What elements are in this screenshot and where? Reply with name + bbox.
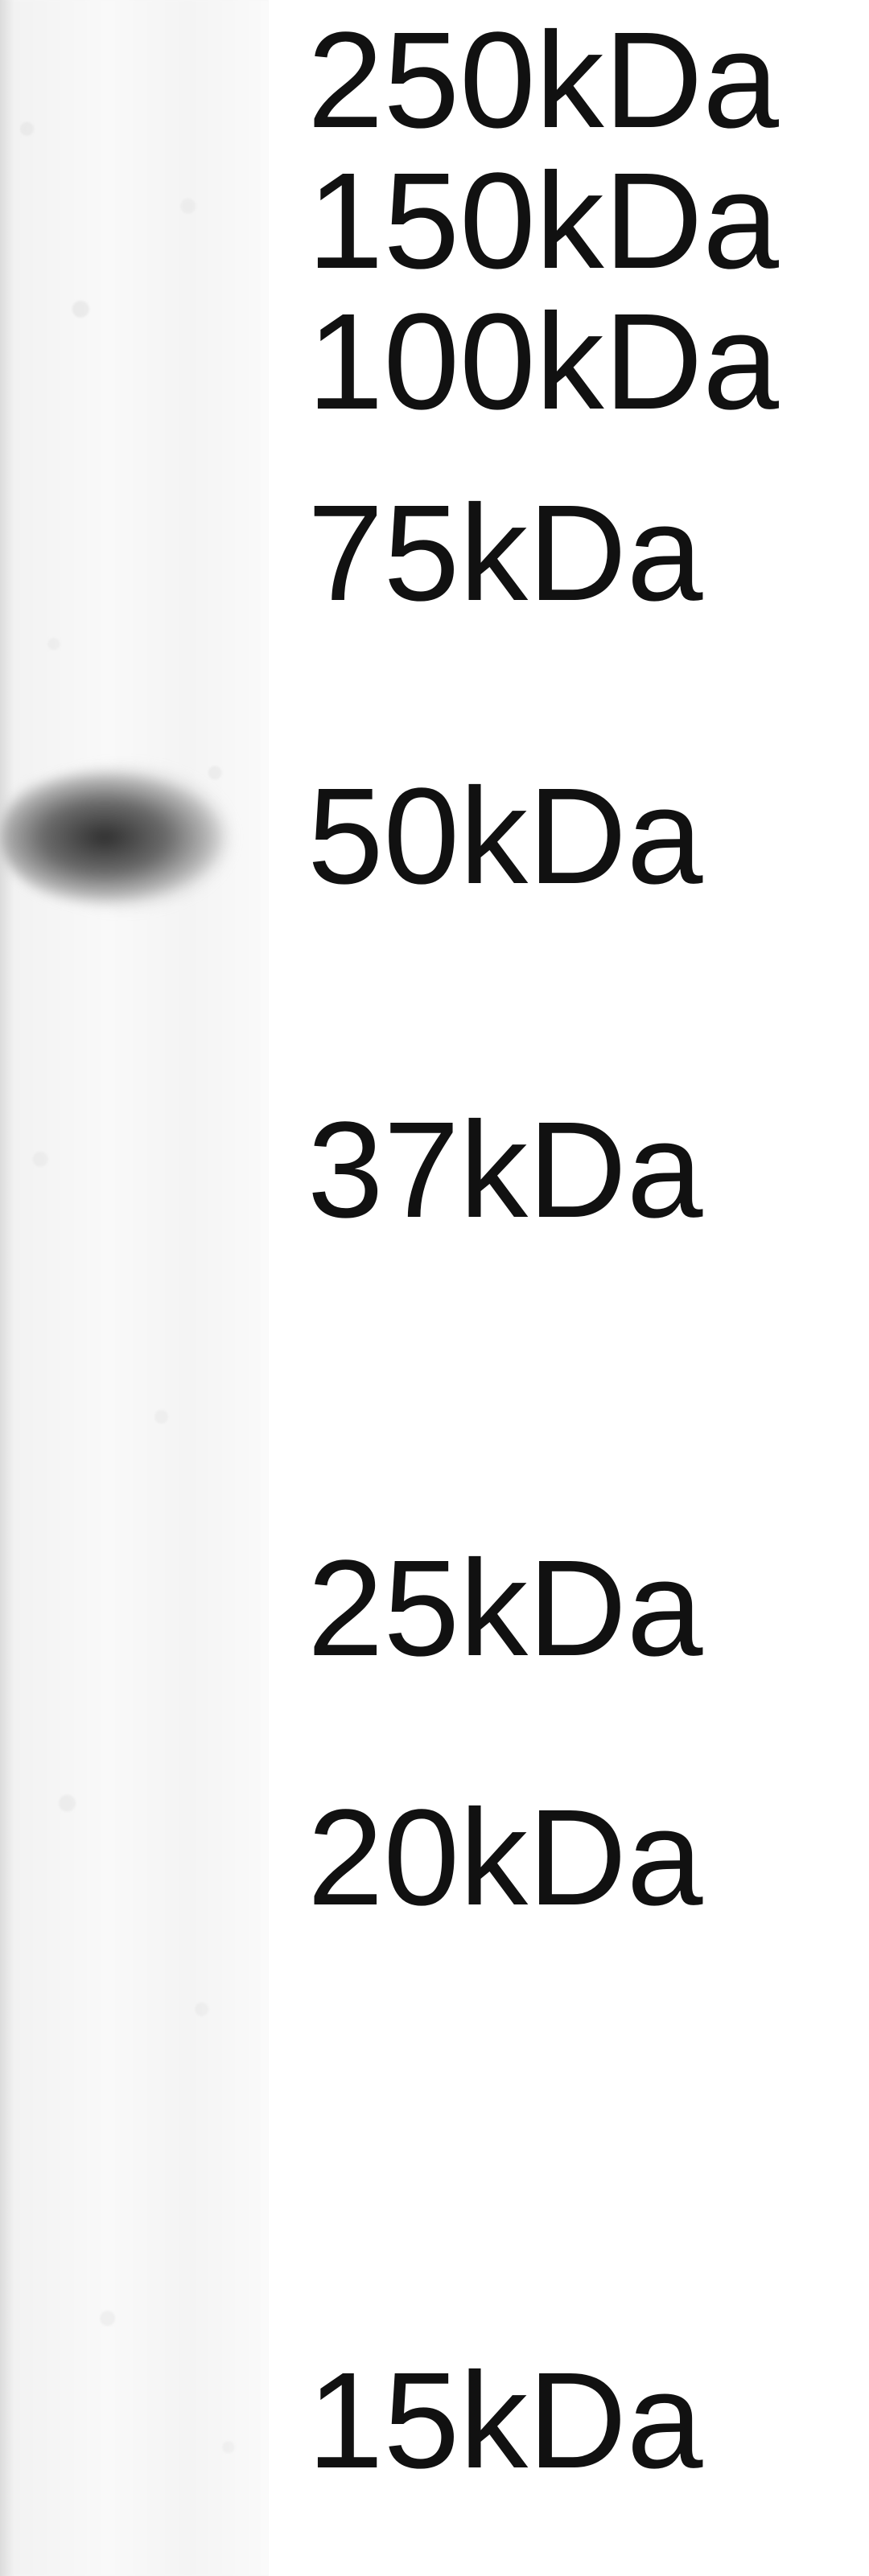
mw-label-250kda: 250kDa bbox=[307, 12, 779, 149]
mw-label-50kda: 50kDa bbox=[307, 768, 702, 905]
molecular-weight-label-column: 250kDa150kDa100kDa 75kDa 50kDa 37kDa 25kDa 20… bbox=[269, 0, 869, 2576]
mw-label-150kda: 150kDa bbox=[307, 153, 779, 290]
western-blot-figure: 250kDa150kDa100kDa 75kDa 50kDa 37kDa 25kDa 20… bbox=[0, 0, 869, 2576]
mw-label-100kda: 100kDa bbox=[307, 294, 779, 430]
lane-background-texture bbox=[0, 0, 269, 2576]
mw-label-25kda: 25kDa bbox=[307, 1540, 702, 1677]
blot-lane bbox=[0, 0, 269, 2576]
mw-label-37kda: 37kDa bbox=[307, 1102, 702, 1239]
mw-label-15kda: 15kDa bbox=[307, 2352, 702, 2489]
mw-label-75kda: 75kDa bbox=[307, 485, 702, 622]
mw-label-20kda: 20kDa bbox=[307, 1789, 702, 1926]
protein-band bbox=[0, 761, 249, 914]
lane-left-edge-shadow bbox=[0, 0, 14, 2576]
